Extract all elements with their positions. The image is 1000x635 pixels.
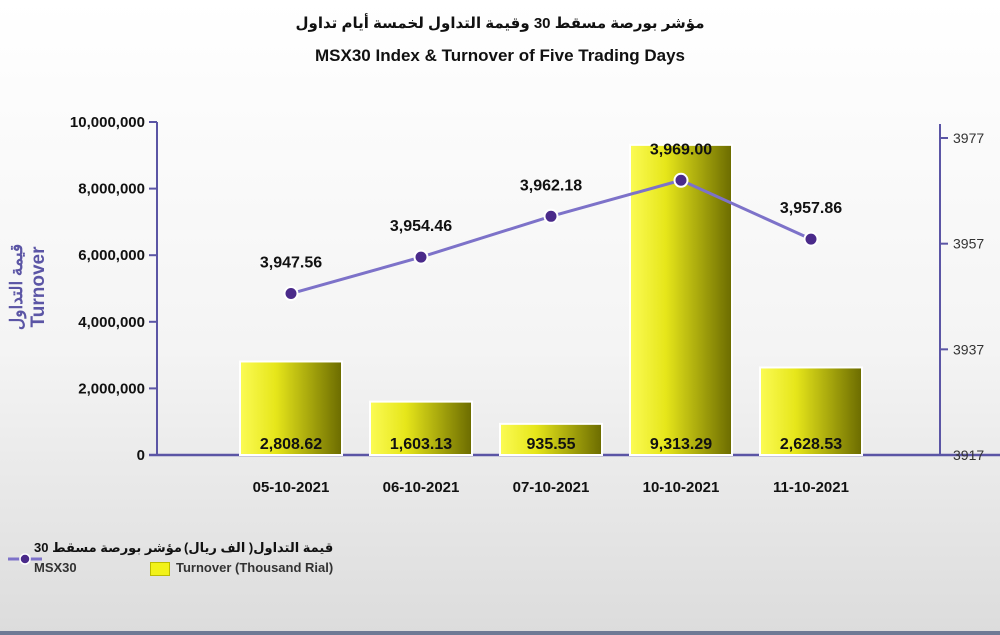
bar-swatch-icon — [150, 562, 170, 576]
msx30-point — [283, 286, 299, 302]
x-tick-label: 10-10-2021 — [643, 479, 720, 496]
x-tick-label: 05-10-2021 — [253, 479, 330, 496]
bar-value-label: 935.55 — [527, 436, 576, 453]
msx30-point — [413, 249, 429, 265]
line-value-label: 3,947.56 — [260, 255, 322, 272]
msx30-point — [803, 231, 819, 247]
y-axis-label-arabic: قيمة التداول — [7, 244, 27, 330]
x-axis-labels: 05-10-2021 06-10-2021 07-10-2021 10-10-2021… — [253, 479, 849, 496]
chart-title: MSX30 Index & Turnover of Five Trading D… — [315, 46, 685, 65]
y-axis-label: Turnover — [28, 246, 49, 328]
y-right-tick-label: 3937 — [953, 341, 984, 357]
turnover-bars: 2,808.62 1,603.13 935.55 9,313.29 2,628.53 — [239, 143, 863, 457]
bar-value-label: 1,603.13 — [390, 436, 452, 453]
x-tick-label: 11-10-2021 — [773, 479, 849, 496]
bar-value-label: 2,628.53 — [780, 436, 842, 453]
y-tick-label: 4,000,000 — [78, 314, 145, 331]
x-tick-label: 06-10-2021 — [383, 479, 460, 496]
y-tick-label: 10,000,000 — [70, 114, 145, 131]
y-tick-label: 0 — [137, 447, 145, 464]
turnover-bar — [369, 400, 473, 457]
turnover-bar — [759, 366, 863, 456]
turnover-bar — [629, 143, 733, 457]
x-tick-label: 07-10-2021 — [513, 479, 590, 496]
legend-label-arabic: قيمة التداول( الف ريال) — [183, 540, 334, 555]
y-right-tick-label: 3957 — [953, 236, 984, 252]
turnover-bar — [239, 360, 343, 457]
y-right-tick-label: 3977 — [953, 130, 984, 146]
line-value-label: 3,957.86 — [780, 200, 842, 217]
legend-item-msx30: مؤشر بورصة مسقط 30 MSX30 — [8, 538, 182, 578]
line-value-label: 3,954.46 — [390, 218, 452, 235]
chart-title-arabic: مؤشر بورصة مسقط 30 وقيمة التداول لخمسة أ… — [295, 15, 705, 32]
legend-label: MSX30 — [34, 560, 77, 575]
line-value-label: 3,962.18 — [520, 177, 582, 194]
turnover-bar — [499, 422, 603, 457]
msx30-line: 3,947.56 3,954.46 3,962.18 3,969.00 3,957.86 — [260, 141, 842, 302]
bottom-border — [0, 631, 1000, 635]
line-value-label: 3,969.00 — [650, 141, 712, 158]
y-axis-right: 3917 3937 3957 3977 — [939, 124, 984, 463]
line-marker-icon — [8, 553, 42, 565]
legend-label: Turnover (Thousand Rial) — [176, 560, 334, 575]
y-tick-label: 8,000,000 — [78, 181, 145, 198]
legend-label-arabic: مؤشر بورصة مسقط 30 — [34, 540, 182, 555]
msx30-point — [673, 172, 689, 188]
msx30-point — [543, 208, 559, 224]
legend-item-turnover: قيمة التداول( الف ريال) Turnover (Thousa… — [150, 538, 333, 578]
y-tick-label: 6,000,000 — [78, 247, 145, 264]
bar-value-label: 2,808.62 — [260, 436, 322, 453]
bar-value-label: 9,313.29 — [650, 436, 712, 453]
y-tick-label: 2,000,000 — [78, 380, 145, 397]
y-right-tick-label: 3917 — [953, 447, 984, 463]
